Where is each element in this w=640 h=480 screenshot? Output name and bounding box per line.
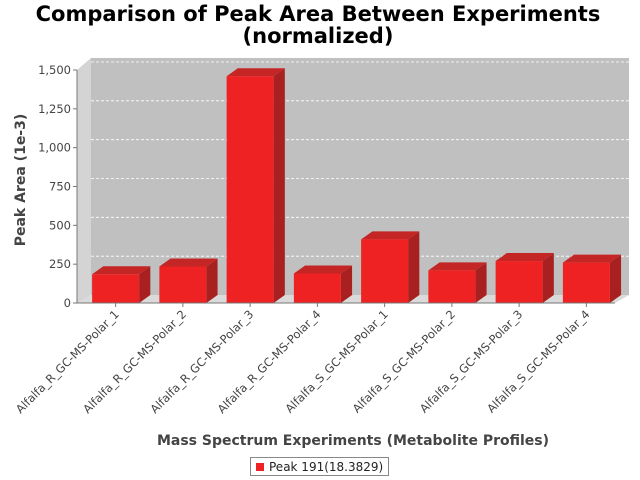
bar: [495, 253, 554, 303]
bar-top: [495, 253, 554, 262]
bar: [159, 258, 218, 303]
bar: [361, 231, 420, 303]
y-tick-label: 250: [49, 257, 71, 271]
y-tick-label: 500: [49, 218, 71, 232]
bar-side: [408, 231, 420, 303]
bar-front: [495, 261, 543, 303]
bar: [428, 262, 487, 303]
plot-side-wall: [77, 58, 91, 303]
bar: [562, 254, 622, 303]
legend: Peak 191(18.3829): [250, 457, 390, 476]
y-tick-label: 1,000: [38, 141, 71, 155]
bar-front: [293, 273, 341, 303]
bar-side: [139, 266, 151, 303]
y-axis-ticks: 0 250 500 750 1,000 1,250 1,500: [38, 63, 77, 310]
x-axis-title: Mass Spectrum Experiments (Metabolite Pr…: [157, 433, 549, 449]
y-tick-label: 750: [49, 180, 71, 194]
chart-title-line-2: (normalized): [243, 24, 394, 48]
bar: [293, 265, 353, 303]
bar-top: [226, 68, 285, 77]
legend-swatch: [256, 462, 264, 471]
bar-front: [159, 266, 207, 303]
bars: [92, 68, 622, 303]
bar: [92, 266, 151, 303]
bar-side: [475, 262, 487, 303]
bar-top: [159, 258, 218, 267]
y-tick-label: 1,250: [38, 102, 71, 116]
bar-front: [562, 262, 610, 303]
bar-side: [273, 68, 285, 303]
bar-top: [428, 262, 487, 271]
y-tick-label: 0: [64, 296, 71, 310]
bar: [226, 68, 285, 303]
bar-front: [92, 274, 140, 303]
bar-front: [226, 76, 274, 303]
bar-side: [542, 253, 554, 303]
chart-title-line-1: Comparison of Peak Area Between Experime…: [36, 2, 601, 26]
bar-side: [609, 254, 622, 303]
bar-top: [361, 231, 420, 240]
bar-side: [206, 258, 218, 303]
x-axis-labels: Alfalfa_R_GC-MS-Polar_1Alfalfa_R_GC-MS-P…: [13, 303, 592, 416]
y-tick-label: 1,500: [38, 63, 71, 77]
bar-top: [562, 254, 622, 263]
bar-top: [92, 266, 151, 275]
bar-front: [428, 270, 476, 303]
plot-floor: [77, 295, 629, 303]
bar-front: [361, 239, 409, 303]
legend-label: Peak 191(18.3829): [269, 459, 384, 474]
y-axis-title: Peak Area (1e-3): [13, 114, 29, 247]
bar-side: [340, 265, 353, 303]
bar-top: [293, 265, 353, 274]
